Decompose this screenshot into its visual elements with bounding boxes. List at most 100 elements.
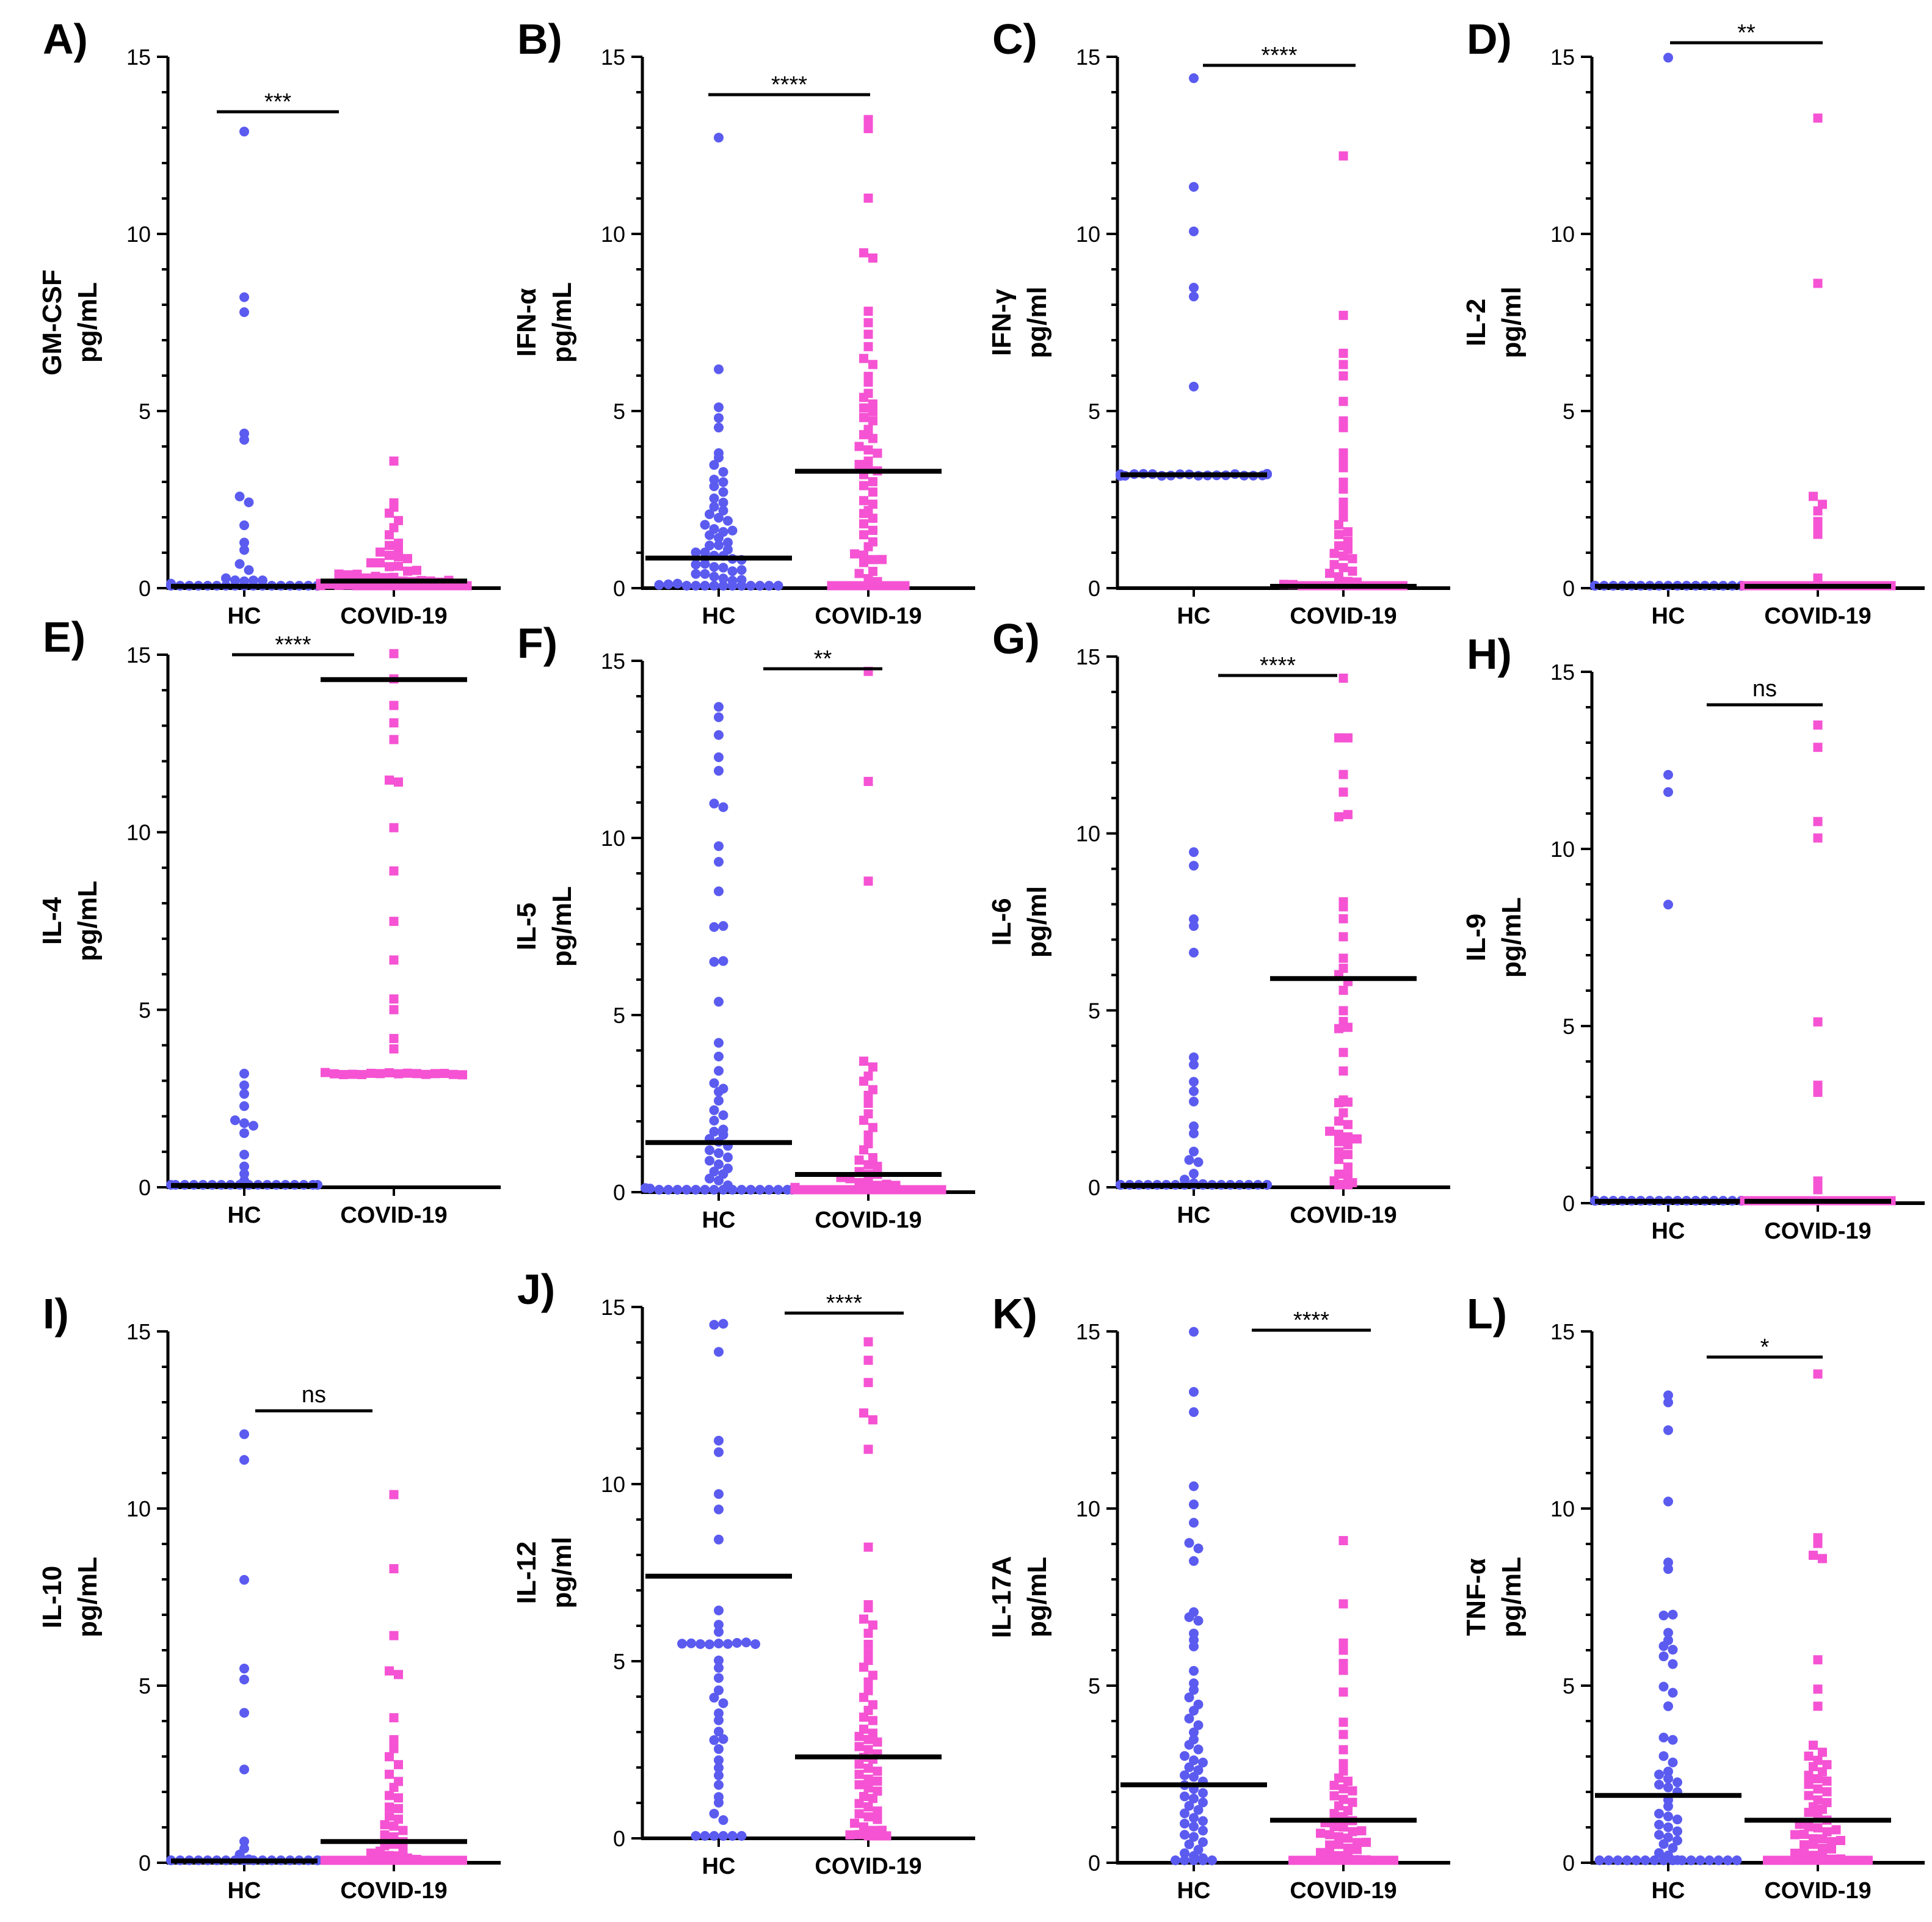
covid-point: [376, 1855, 385, 1865]
hc-point: [764, 581, 774, 591]
hc-point: [239, 1149, 249, 1160]
covid-point: [1772, 1855, 1781, 1865]
covid-point: [1338, 463, 1348, 473]
covid-point: [1329, 1808, 1339, 1818]
hc-point: [718, 497, 728, 508]
covid-point: [376, 1069, 385, 1079]
hc-point: [239, 1429, 249, 1440]
y-tick-label: 5: [613, 1003, 625, 1028]
hc-point: [705, 541, 714, 551]
covid-point: [389, 523, 399, 533]
covid-point: [868, 407, 877, 417]
covid-point: [863, 1355, 873, 1365]
covid-point: [1338, 1822, 1348, 1832]
hc-point: [239, 1708, 249, 1718]
covid-point: [863, 1745, 873, 1755]
hc-point: [714, 1685, 724, 1695]
hc-point: [714, 1727, 724, 1737]
hc-point: [709, 1808, 719, 1819]
hc-point: [1189, 921, 1199, 931]
panel-label: D): [1467, 15, 1512, 63]
covid-point: [859, 1792, 868, 1802]
covid-point: [1338, 1759, 1348, 1769]
covid-point: [385, 1855, 394, 1865]
hc-point: [1668, 1645, 1678, 1655]
hc-point: [714, 1175, 724, 1185]
y-axis-label-line: IL-6: [987, 898, 1017, 945]
hc-point: [718, 505, 728, 515]
covid-point: [1804, 1780, 1814, 1789]
hc-point: [700, 581, 710, 591]
hc-point: [714, 1534, 724, 1545]
significance-label: ***: [264, 89, 292, 115]
hc-point: [746, 581, 756, 591]
y-tick-label: 10: [1076, 821, 1100, 846]
covid-point: [1338, 562, 1348, 572]
x-tick-label: HC: [702, 1854, 736, 1879]
covid-point: [845, 581, 855, 591]
covid-point: [863, 1831, 873, 1841]
hc-point: [714, 886, 724, 897]
hc-point: [714, 1087, 724, 1097]
covid-point: [1334, 541, 1343, 551]
covid-point: [1334, 520, 1343, 530]
hc-point: [1189, 1121, 1199, 1132]
covid-point: [1338, 1766, 1348, 1776]
covid-point: [385, 1769, 394, 1779]
hc-point: [1193, 1543, 1204, 1554]
covid-point: [1799, 1829, 1809, 1839]
covid-point: [330, 1855, 339, 1865]
y-tick-label: 5: [1088, 998, 1100, 1023]
hc-point: [709, 1692, 719, 1703]
covid-point: [854, 1830, 864, 1840]
y-axis-label-line: IL-10: [37, 1566, 67, 1629]
covid-point: [1813, 1823, 1823, 1833]
y-tick-label: 10: [1550, 837, 1575, 862]
hc-point: [239, 1664, 249, 1674]
covid-point: [923, 1185, 932, 1195]
hc-point: [691, 1185, 701, 1195]
hc-point: [709, 1105, 719, 1115]
panel-label: B): [517, 15, 562, 63]
covid-point: [859, 496, 868, 506]
panel-b: B) 0 5 10 15 HC COVID-19 IFN-α pg/mL ****: [512, 15, 975, 629]
y-tick-label: 10: [126, 222, 151, 247]
hc-point: [714, 1447, 724, 1457]
y-tick-label: 5: [1563, 1014, 1575, 1039]
covid-point: [1338, 484, 1348, 494]
significance-label: ****: [826, 1290, 862, 1316]
hc-point: [714, 540, 724, 550]
hc-point: [714, 1626, 724, 1637]
y-tick-label: 15: [1550, 45, 1575, 70]
covid-point: [421, 1855, 430, 1865]
y-axis-label-line: IL-2: [1461, 299, 1491, 346]
hc-point: [709, 1126, 719, 1137]
hc-point: [1668, 1687, 1678, 1698]
x-tick-label: COVID-19: [1764, 603, 1871, 629]
y-tick-label: 10: [1550, 1496, 1575, 1521]
covid-point: [868, 487, 877, 497]
hc-point: [672, 578, 683, 589]
hc-point: [714, 712, 724, 723]
y-tick-label: 15: [601, 1295, 625, 1320]
covid-point: [366, 1068, 376, 1078]
y-tick-label: 10: [601, 1472, 625, 1497]
covid-point: [854, 1799, 864, 1808]
covid-point: [1813, 573, 1823, 583]
covid-point: [859, 1614, 868, 1624]
covid-point: [863, 342, 873, 352]
hc-point: [1663, 1701, 1673, 1711]
hc-point: [1189, 1128, 1199, 1138]
hc-point: [1189, 861, 1199, 871]
x-tick-label: HC: [702, 603, 736, 629]
significance-label: ****: [1261, 43, 1297, 68]
covid-point: [389, 735, 399, 744]
hc-point: [1668, 1855, 1678, 1865]
significance-label: ns: [1752, 676, 1777, 702]
hc-point: [1189, 1407, 1199, 1418]
hc-point: [718, 487, 728, 497]
x-tick-label: COVID-19: [1290, 603, 1396, 629]
covid-point: [394, 543, 403, 553]
covid-point: [389, 701, 399, 710]
